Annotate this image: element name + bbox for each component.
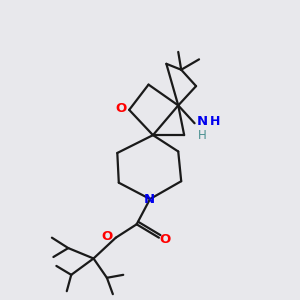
Text: N: N xyxy=(144,193,155,206)
Text: N: N xyxy=(197,115,208,128)
Text: O: O xyxy=(115,102,127,115)
Text: H: H xyxy=(210,115,220,128)
Text: H: H xyxy=(198,129,206,142)
Text: O: O xyxy=(160,233,171,246)
Text: O: O xyxy=(102,230,113,243)
